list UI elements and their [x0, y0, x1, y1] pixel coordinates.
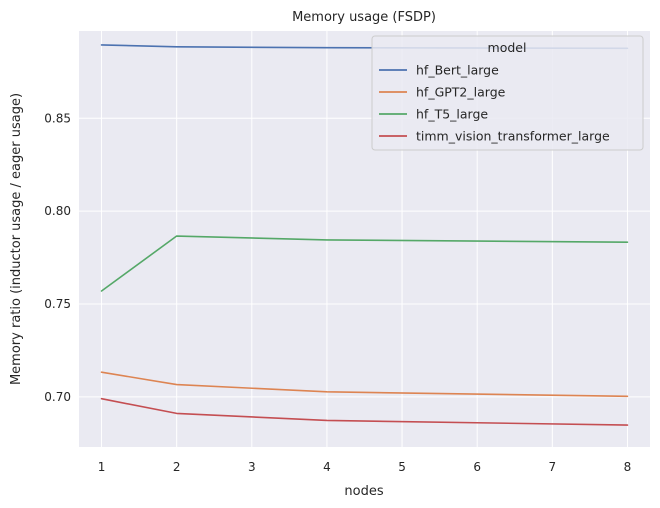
y-axis-label: Memory ratio (inductor usage / eager usa…	[9, 93, 24, 385]
series-line-timm-vision-transformer-large	[100, 397, 629, 426]
x-tick-label: 2	[173, 460, 181, 474]
x-tick-label: 3	[248, 460, 256, 474]
legend-label: hf_T5_large	[416, 107, 488, 122]
x-tick-label: 8	[624, 460, 632, 474]
legend-box	[371, 35, 644, 151]
x-tick-label: 4	[323, 460, 331, 474]
legend: model hf_Bert_large hf_GPT2_large hf_T5_la…	[371, 35, 644, 151]
legend-title: model	[488, 40, 527, 55]
legend-label: hf_Bert_large	[416, 63, 499, 78]
y-tick-label: 0.80	[44, 204, 71, 218]
y-tick-labels: 0.70 0.75 0.80 0.85	[44, 111, 71, 404]
legend-label: hf_GPT2_large	[416, 85, 506, 100]
y-tick-label: 0.85	[44, 111, 71, 125]
x-tick-label: 7	[549, 460, 557, 474]
series-line-hf-gpt2-large	[100, 371, 629, 398]
series-line-hf-t5-large	[100, 235, 629, 292]
x-tick-labels: 1 2 3 4 5 6 7 8	[98, 460, 632, 474]
legend-label: timm_vision_transformer_large	[416, 129, 610, 144]
x-tick-label: 1	[98, 460, 106, 474]
y-tick-label: 0.75	[44, 297, 71, 311]
x-axis-label: nodes	[344, 484, 383, 499]
chart-title: Memory usage (FSDP)	[292, 10, 436, 25]
x-tick-label: 5	[398, 460, 406, 474]
y-tick-label: 0.70	[44, 390, 71, 404]
x-tick-label: 6	[473, 460, 481, 474]
